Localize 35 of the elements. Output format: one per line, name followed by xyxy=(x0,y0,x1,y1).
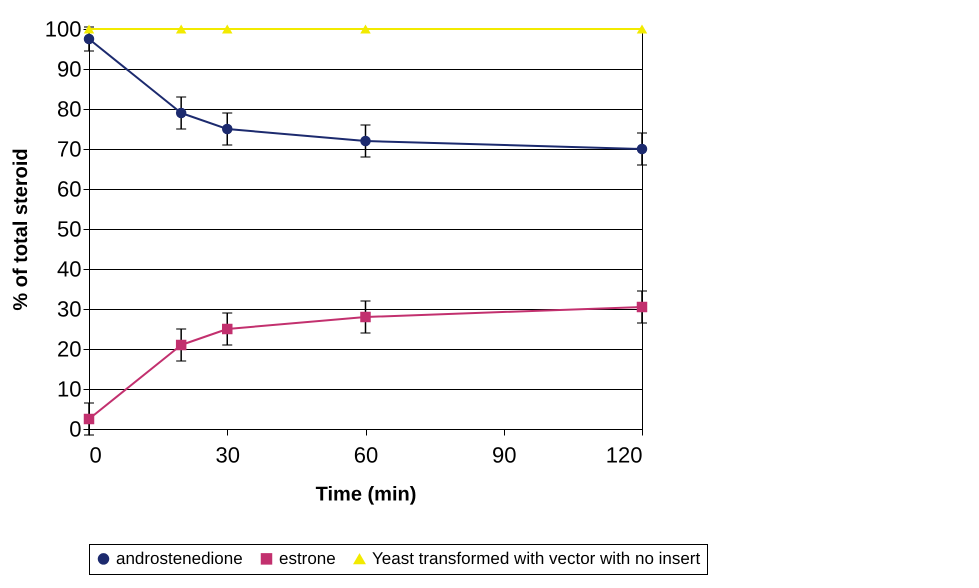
point xyxy=(84,414,94,424)
y-tick-label: 0 xyxy=(69,416,82,442)
y-axis-title: % of total steroid xyxy=(10,148,32,311)
y-tick-label: 100 xyxy=(44,16,82,42)
x-axis-title: Time (min) xyxy=(316,484,416,506)
point xyxy=(176,24,186,34)
x-tick-label: 120 xyxy=(606,442,642,468)
point xyxy=(636,24,648,34)
y-tick-label: 90 xyxy=(57,56,82,82)
point xyxy=(84,34,94,44)
point xyxy=(360,312,371,322)
point xyxy=(360,24,371,34)
point xyxy=(636,144,648,154)
point xyxy=(222,124,232,134)
y-tick-label: 70 xyxy=(57,136,82,162)
y-tick-label: 30 xyxy=(57,296,82,322)
point xyxy=(636,302,648,312)
y-tick-label: 10 xyxy=(57,376,82,402)
y-tick-label: 50 xyxy=(57,216,82,242)
y-tick-label: 40 xyxy=(57,256,82,282)
point xyxy=(176,340,186,350)
legend-label: estrone xyxy=(279,548,336,568)
y-tick-label: 60 xyxy=(57,176,82,202)
y-tick-label: 80 xyxy=(57,96,82,122)
x-tick-label: 0 xyxy=(90,442,102,468)
x-tick-label: 60 xyxy=(354,442,378,468)
y-tick-label: 20 xyxy=(57,336,82,362)
point xyxy=(222,324,232,334)
point xyxy=(176,108,186,118)
point xyxy=(360,136,371,146)
x-tick-label: 90 xyxy=(492,442,516,468)
legend-label: Yeast transformed with vector with no insert xyxy=(372,549,700,568)
legend-label: androstenedione xyxy=(116,548,243,568)
x-tick-label: 30 xyxy=(216,442,240,468)
point xyxy=(222,24,232,34)
